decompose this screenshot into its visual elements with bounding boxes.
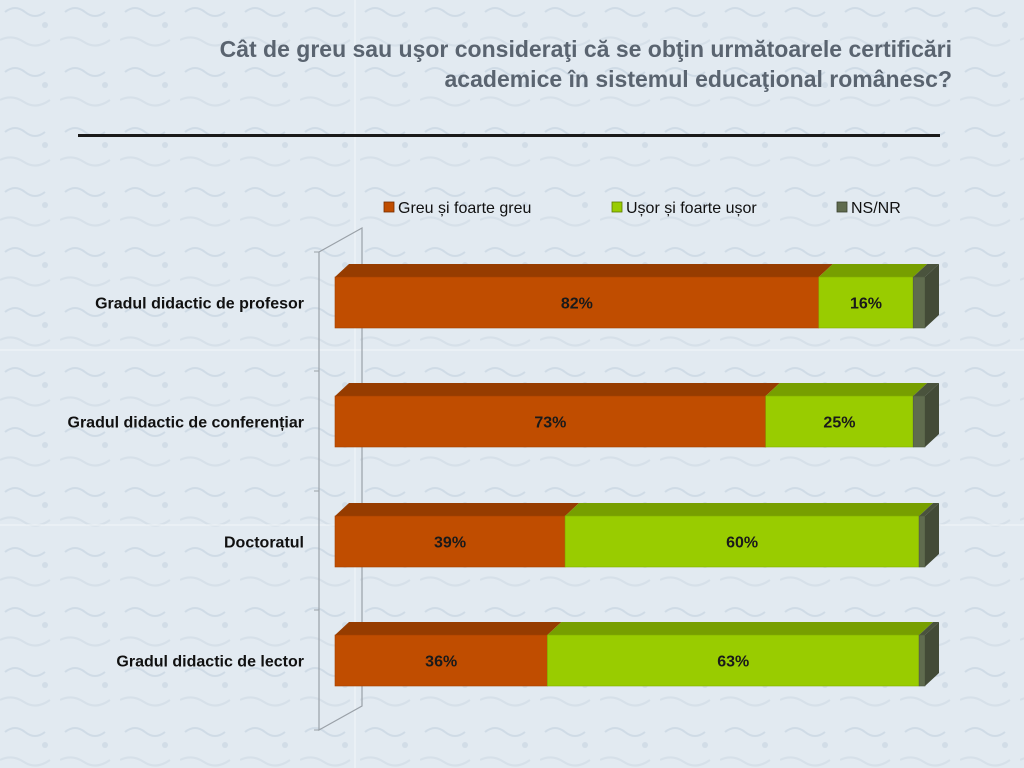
bar-top-2-1 — [913, 383, 939, 396]
legend-swatch-0 — [383, 201, 395, 213]
bar-0-3 — [334, 634, 548, 687]
bar-1-2 — [564, 515, 920, 568]
category-label-3: Gradul didactic de lector — [116, 654, 304, 671]
bar-top-1-3 — [547, 622, 934, 635]
bar-0-2 — [334, 515, 566, 568]
data-label-1-2: 60% — [726, 535, 758, 552]
bar-2-2 — [918, 515, 926, 568]
category-label-2: Doctoratul — [224, 535, 304, 552]
data-label-1-3: 63% — [717, 654, 749, 671]
bar-top-1-2 — [565, 503, 934, 516]
bar-top-2-0 — [913, 264, 939, 277]
legend-swatch-1 — [611, 201, 623, 213]
bar-side-0 — [925, 264, 939, 328]
legend-label-1: Ușor și foarte ușor — [626, 200, 757, 217]
bar-top-0-3 — [335, 622, 562, 635]
category-label-1: Gradul didactic de conferențiar — [68, 415, 305, 432]
data-label-0-3: 36% — [425, 654, 457, 671]
bar-top-2-2 — [919, 503, 939, 516]
bar-top-0-2 — [335, 503, 580, 516]
bar-side-1 — [925, 383, 939, 447]
bar-2-0 — [912, 276, 926, 329]
bar-1-0 — [818, 276, 914, 329]
data-label-0-2: 39% — [434, 535, 466, 552]
bar-top-1-0 — [818, 264, 928, 277]
bar-top-2-3 — [919, 622, 939, 635]
legend-label-0: Greu și foarte greu — [398, 200, 531, 217]
slide-title-line-1: Cât de greu sau uşor consideraţi că se o… — [219, 36, 952, 62]
bar-2-1 — [912, 395, 926, 448]
bar-top-1-1 — [765, 383, 928, 396]
slide-title-line-2: academice în sistemul educaţional române… — [444, 66, 952, 92]
bar-side-2 — [925, 503, 939, 567]
bar-1-1 — [765, 395, 914, 448]
legend-swatch-2 — [836, 201, 848, 213]
axis-back-wall — [318, 226, 363, 732]
category-label-0: Gradul didactic de profesor — [95, 296, 304, 313]
slide-title: Cât de greu sau uşor consideraţi că se o… — [52, 34, 952, 94]
bar-top-0-0 — [335, 264, 833, 277]
data-label-1-1: 25% — [823, 415, 855, 432]
bar-side-3 — [925, 622, 939, 686]
bar-top-0-1 — [335, 383, 780, 396]
bar-0-1 — [334, 395, 767, 448]
legend-label-2: NS/NR — [851, 200, 901, 217]
data-label-0-0: 82% — [561, 296, 593, 313]
bar-2-3 — [918, 634, 926, 687]
title-underline — [78, 134, 940, 137]
data-label-1-0: 16% — [850, 296, 882, 313]
data-label-0-1: 73% — [534, 415, 566, 432]
